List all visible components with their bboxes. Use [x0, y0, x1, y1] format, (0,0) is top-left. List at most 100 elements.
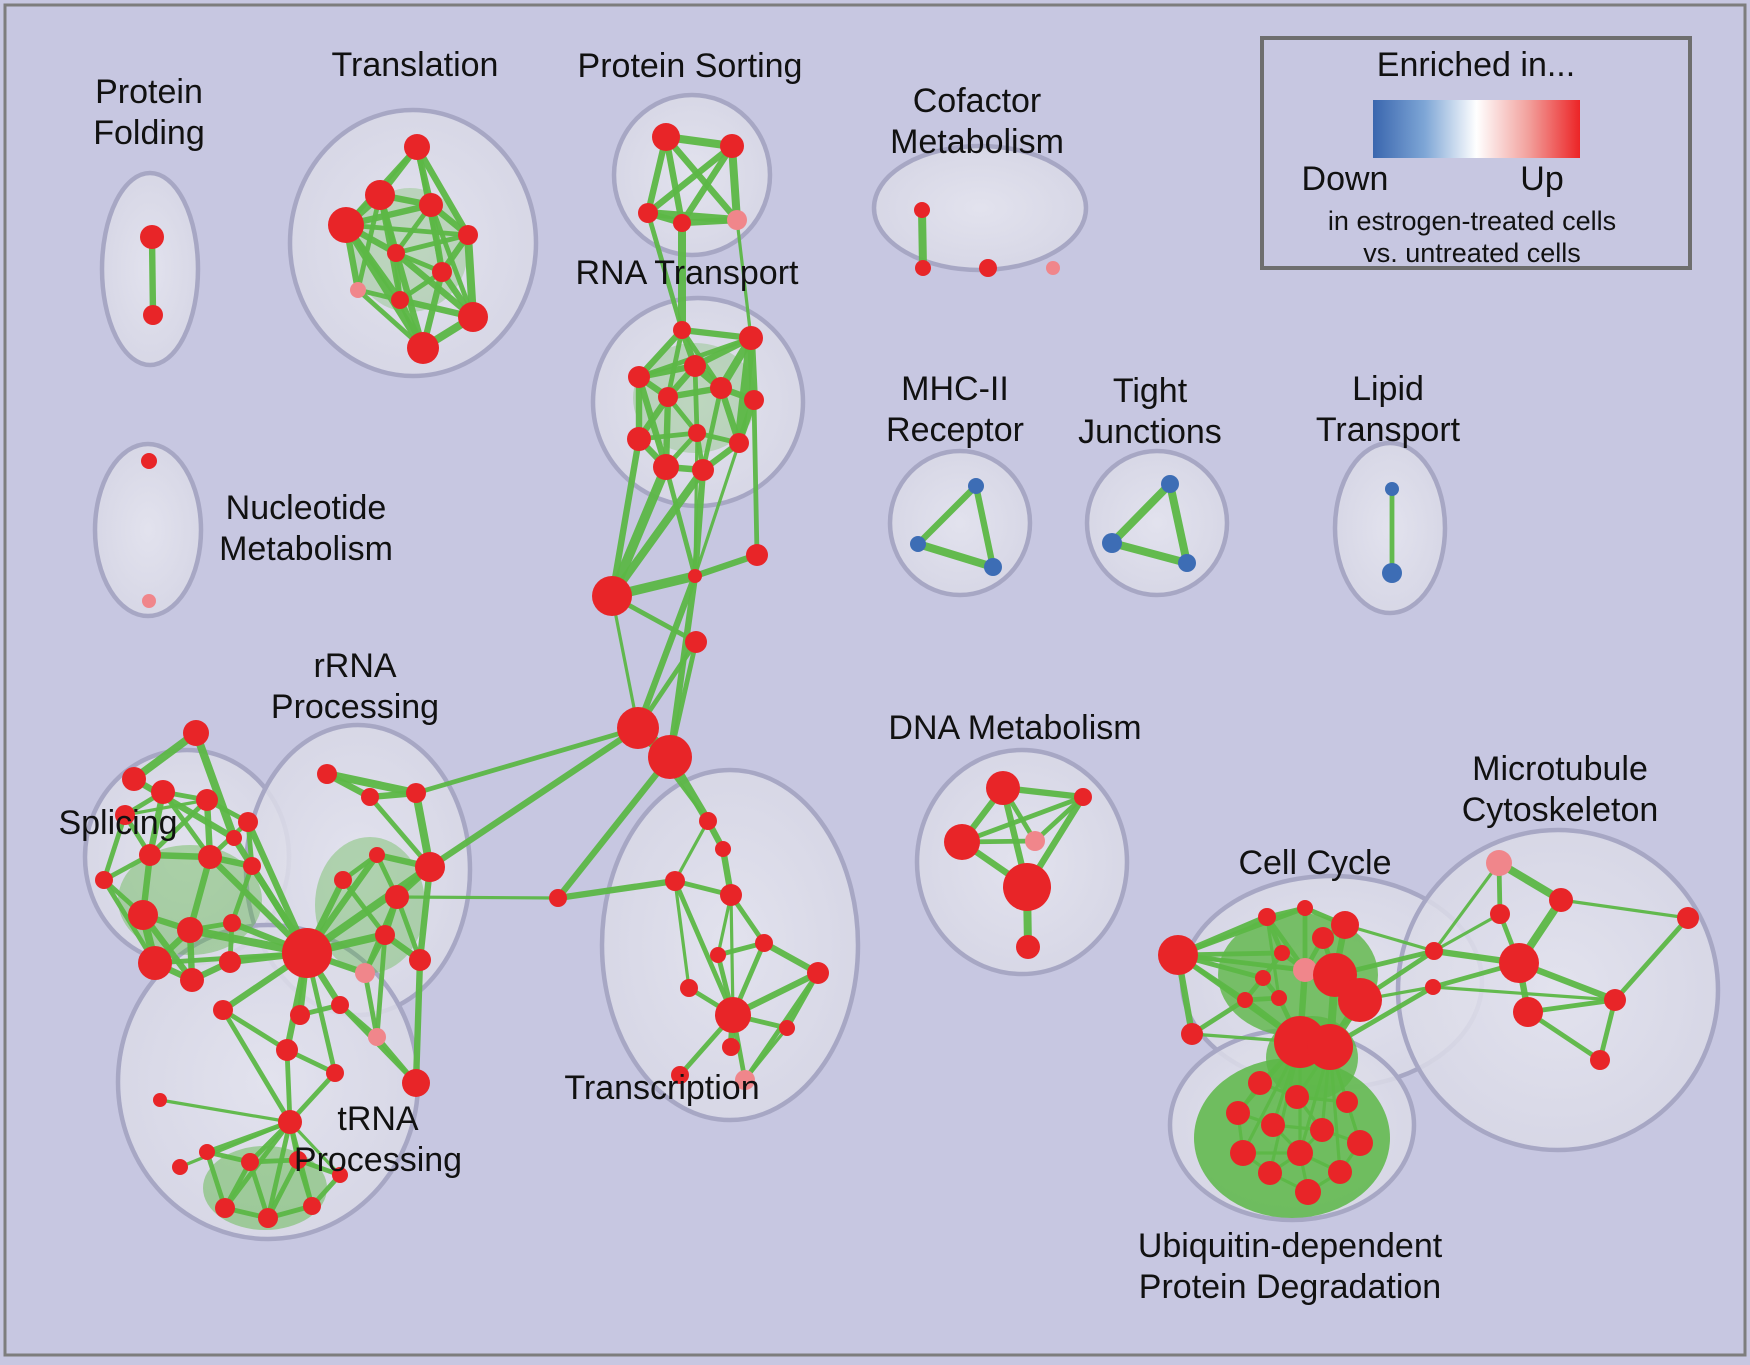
cluster-label-nucleotide-metabolism: Nucleotide [226, 489, 387, 527]
gene-set-node [720, 884, 742, 906]
gene-set-node [331, 996, 349, 1014]
cluster-label-transcription: Transcription [564, 1069, 759, 1107]
cluster-ellipse-mhc-ii-receptor [887, 448, 1033, 598]
gene-set-node [219, 951, 241, 973]
gene-set-node [1248, 1071, 1272, 1095]
gene-set-node [278, 1110, 302, 1134]
gene-set-node [128, 900, 158, 930]
gene-set-node [141, 453, 157, 469]
gene-set-node [215, 1198, 235, 1218]
legend-gradient-bar [1373, 100, 1580, 158]
enrichment-edge [374, 932, 388, 1040]
gene-set-node [779, 1020, 795, 1036]
gene-set-node [1003, 863, 1051, 911]
enrichment-edge [735, 218, 753, 340]
gene-set-node [1074, 788, 1092, 806]
gene-set-node [680, 979, 698, 997]
gene-set-node [140, 225, 164, 249]
enrichment-edge [607, 462, 671, 601]
gene-set-node [1307, 1024, 1353, 1070]
enrichment-edge [412, 956, 424, 1087]
gene-set-node [1178, 554, 1196, 572]
gene-set-node [153, 1093, 167, 1107]
gene-set-node [303, 1197, 321, 1215]
gene-set-node [432, 262, 452, 282]
gene-set-node [1310, 1118, 1334, 1142]
enrichment-edge [672, 878, 736, 1018]
gene-set-node [673, 321, 691, 339]
gene-set-node [1297, 900, 1313, 916]
gene-set-node [692, 459, 714, 481]
enrichment-edge [608, 435, 643, 600]
gene-set-node [177, 917, 203, 943]
gene-set-node [648, 735, 692, 779]
gene-set-node [328, 207, 364, 243]
enrichment-edge [192, 729, 238, 842]
gene-set-node [720, 134, 744, 158]
gene-set-node [638, 203, 658, 223]
gene-set-node [213, 1000, 233, 1020]
gene-set-node [458, 302, 488, 332]
gene-set-node [910, 536, 926, 552]
cluster-label-trna-processing: tRNA [337, 1100, 419, 1138]
gene-set-node [1181, 1023, 1203, 1045]
gene-set-node [1261, 1113, 1285, 1137]
gene-set-node [172, 1159, 188, 1175]
gene-set-node [1158, 935, 1198, 975]
gene-set-node [1258, 1161, 1282, 1185]
enrichment-edge [229, 863, 255, 926]
gene-set-node [1312, 927, 1334, 949]
gene-set-node [746, 544, 768, 566]
legend-up-label: Up [1520, 160, 1563, 198]
enrichment-edge [265, 1119, 293, 1221]
legend-box [1260, 36, 1692, 270]
enrichment-edge [1432, 861, 1501, 953]
enrichment-edge [914, 540, 997, 571]
enrichment-edge [395, 895, 560, 900]
gene-set-node [238, 812, 258, 832]
enrichment-edge [1432, 912, 1502, 953]
gene-set-node [369, 847, 385, 863]
gene-set-node [334, 871, 352, 889]
enrichment-edge [160, 789, 213, 860]
enrichment-edge [426, 724, 642, 871]
enrichment-edge [393, 232, 471, 256]
gene-set-node [727, 210, 747, 230]
gene-set-node [139, 844, 161, 866]
gene-set-node [715, 841, 731, 857]
gene-set-node [739, 326, 763, 350]
gene-set-node [1513, 997, 1543, 1027]
gene-set-node [365, 180, 395, 210]
enrichment-edge [376, 191, 427, 352]
enrichment-edge [666, 572, 699, 761]
gene-set-node [807, 962, 829, 984]
gene-set-node [375, 925, 395, 945]
gene-set-node [138, 946, 172, 980]
enrichment-edge [610, 594, 640, 730]
gene-set-node [914, 202, 930, 218]
cluster-ellipse-microtubule-cytoskeleton [1395, 827, 1721, 1153]
enrichment-edge [644, 142, 736, 217]
gene-set-node [984, 558, 1002, 576]
enrichment-edge [645, 210, 685, 333]
cluster-label-protein-folding: Protein [95, 73, 203, 111]
figure-border [3, 3, 1747, 1357]
gene-set-node [151, 780, 175, 804]
gene-set-node [199, 1144, 215, 1160]
gene-set-node [196, 789, 218, 811]
gene-set-node [1046, 261, 1060, 275]
cluster-label-tight-junctions: Tight [1113, 372, 1188, 410]
gene-set-node [1490, 904, 1510, 924]
legend-title: Enriched in... [1377, 46, 1575, 84]
cluster-label-nucleotide-metabolism: Metabolism [219, 530, 393, 568]
enrichment-edge [693, 431, 699, 578]
enrichment-edge [1108, 480, 1174, 547]
enrichment-edge [734, 333, 756, 448]
enrichment-edge [413, 143, 472, 239]
legend-caption-line1: in estrogen-treated cells [1328, 206, 1616, 236]
gene-set-node [1385, 482, 1399, 496]
gene-set-node [402, 1069, 430, 1097]
enrichment-edge [158, 1098, 292, 1124]
gene-set-node [180, 968, 204, 992]
